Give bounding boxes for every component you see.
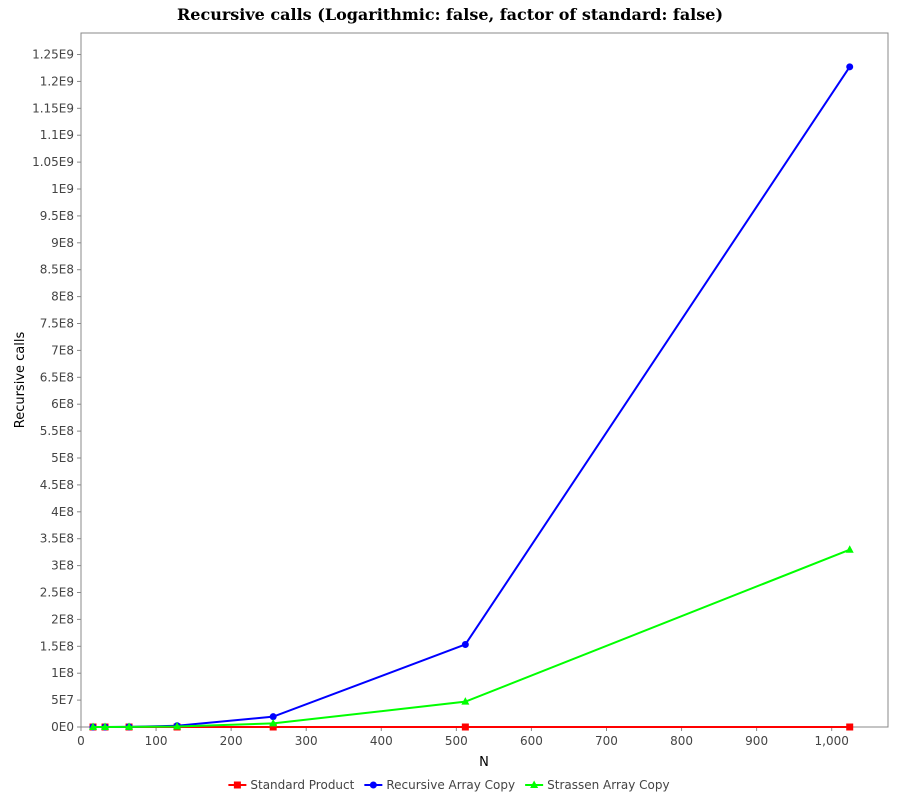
data-point-strassen-array-copy <box>845 545 854 553</box>
data-point-strassen-array-copy <box>173 721 182 730</box>
y-tick-label: 3.5E8 <box>40 532 74 546</box>
y-tick-label: 5E8 <box>51 451 74 465</box>
data-point-strassen-array-copy <box>89 722 98 730</box>
x-axis-label: N <box>479 755 489 770</box>
y-tick-label: 3E8 <box>51 559 74 573</box>
data-point-strassen-array-copy <box>101 722 110 730</box>
x-tick-label: 900 <box>745 734 768 748</box>
x-tick-label: 500 <box>445 734 468 748</box>
y-tick-label: 1.05E9 <box>32 155 74 169</box>
y-tick-label: 1E8 <box>51 666 74 680</box>
x-tick-label: 200 <box>220 734 243 748</box>
data-point-recursive-array-copy <box>269 713 277 721</box>
y-tick-label: 1.1E9 <box>40 128 74 142</box>
y-axis: 0E0 5E7 1E8 1.5E8 2E8 2.5E8 3E8 3.5E8 4E8 4.5E8 5E… <box>32 48 81 734</box>
y-axis-label: Recursive calls <box>13 332 28 429</box>
y-tick-label: 8E8 <box>51 290 74 304</box>
x-tick-label: 700 <box>595 734 618 748</box>
y-tick-label: 2.5E8 <box>40 586 74 600</box>
x-tick-label: 100 <box>145 734 168 748</box>
x-tick-label: 300 <box>295 734 318 748</box>
series-group <box>89 63 854 731</box>
y-tick-label: 9.5E8 <box>40 209 74 223</box>
legend-item-strassen-array-copy: Strassen Array Copy <box>525 778 670 792</box>
y-tick-label: 6.5E8 <box>40 370 74 384</box>
y-tick-label: 1.5E8 <box>40 639 74 653</box>
y-tick-label: 1E9 <box>51 182 74 196</box>
y-tick-label: 2E8 <box>51 612 74 626</box>
legend-label: Strassen Array Copy <box>547 778 670 792</box>
x-tick-label: 400 <box>370 734 393 748</box>
y-tick-label: 5.5E8 <box>40 424 74 438</box>
legend-marker <box>233 781 241 789</box>
y-tick-label: 5E7 <box>51 693 74 707</box>
data-point-standard-product <box>461 723 469 731</box>
y-tick-label: 1.25E9 <box>32 48 74 62</box>
legend: Standard Product Recursive Array Copy Stra… <box>228 778 670 792</box>
x-tick-label: 0 <box>77 734 85 748</box>
x-tick-label: 800 <box>670 734 693 748</box>
data-point-strassen-array-copy <box>461 697 470 705</box>
legend-item-recursive-array-copy: Recursive Array Copy <box>364 778 515 792</box>
chart-title: Recursive calls (Logarithmic: false, fac… <box>177 5 723 24</box>
x-axis: 0 100 200 300 400 500 600 700 800 900 1,000 <box>77 727 849 748</box>
x-tick-label: 600 <box>520 734 543 748</box>
y-tick-label: 0E0 <box>51 720 74 734</box>
data-point-strassen-array-copy <box>125 722 134 730</box>
y-tick-label: 1.15E9 <box>32 101 74 115</box>
legend-item-standard-product: Standard Product <box>228 778 355 792</box>
y-tick-label: 6E8 <box>51 397 74 411</box>
y-tick-label: 4.5E8 <box>40 478 74 492</box>
data-point-recursive-array-copy <box>461 640 469 648</box>
legend-marker <box>530 780 539 788</box>
legend-marker <box>369 781 377 789</box>
y-tick-label: 8.5E8 <box>40 263 74 277</box>
y-tick-label: 1.2E9 <box>40 74 74 88</box>
x-tick-label: 1,000 <box>815 734 849 748</box>
y-tick-label: 4E8 <box>51 505 74 519</box>
plot-area <box>80 32 889 728</box>
y-tick-label: 9E8 <box>51 236 74 250</box>
y-tick-label: 7.5E8 <box>40 317 74 331</box>
series-strassen-array-copy <box>89 545 854 730</box>
legend-label: Recursive Array Copy <box>386 778 515 792</box>
data-point-standard-product <box>846 723 854 731</box>
data-point-standard-product <box>269 723 277 731</box>
data-point-strassen-array-copy <box>269 718 278 727</box>
y-tick-label: 7E8 <box>51 343 74 357</box>
data-point-recursive-array-copy <box>846 63 854 71</box>
legend-label: Standard Product <box>250 778 354 792</box>
